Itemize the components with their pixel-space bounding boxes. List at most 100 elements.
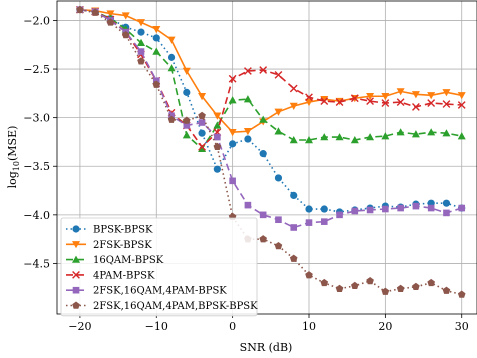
data-point (381, 93, 390, 101)
x-tick-label: −20 (68, 320, 91, 333)
data-point (320, 133, 329, 141)
data-point (458, 204, 466, 212)
data-point (442, 100, 451, 108)
data-point (351, 207, 359, 215)
data-point (397, 204, 404, 212)
legend-marker (72, 225, 80, 233)
data-point (412, 282, 420, 291)
data-point (167, 53, 176, 61)
data-point (106, 10, 115, 18)
x-tick-label: 20 (378, 320, 392, 333)
data-point (243, 95, 252, 103)
data-point (137, 19, 145, 27)
data-point (228, 129, 237, 137)
data-point (427, 278, 435, 287)
legend-marker (72, 255, 80, 263)
y-axis-title-rest: (MSE) (6, 126, 19, 161)
legend: BPSK-BPSK 2FSK-BPSK 16QAM-BPSK 4PAM-BPSK 2FS… (60, 217, 258, 317)
data-point (274, 108, 283, 116)
data-point (198, 144, 207, 152)
data-point (229, 140, 237, 148)
legend-marker (72, 286, 80, 294)
data-point (350, 94, 359, 103)
grid (57, 1, 477, 314)
data-point (305, 93, 313, 102)
data-point (320, 95, 329, 104)
data-point (289, 254, 298, 262)
data-point (244, 135, 252, 143)
series-layer (75, 5, 466, 298)
y-axis-title: log10(MSE) (6, 126, 21, 189)
data-point (198, 129, 206, 137)
legend-marker (72, 241, 80, 249)
data-point (137, 28, 145, 36)
data-point (259, 235, 267, 243)
data-point (243, 128, 252, 136)
data-point (320, 97, 329, 106)
data-point (244, 201, 252, 209)
data-point (366, 97, 374, 106)
data-point (442, 286, 451, 294)
data-point (152, 34, 160, 42)
y-tick-label: −4.0 (23, 209, 50, 222)
data-point (350, 136, 359, 144)
data-point (442, 199, 451, 207)
data-point (457, 132, 466, 140)
legend-label: 2FSK,16QAM,4PAM-BPSK (93, 286, 227, 297)
data-point (106, 18, 115, 26)
data-point (427, 92, 436, 100)
series-line (79, 8, 462, 229)
data-point (427, 204, 435, 212)
x-tick-label: 0 (229, 320, 236, 333)
y-axis-title-sub: 10 (12, 161, 21, 171)
data-point (351, 281, 359, 290)
legend-item: 2FSK,16QAM,4PAM-BPSK (66, 286, 227, 297)
data-point (213, 121, 222, 129)
data-point (182, 67, 191, 75)
data-point (152, 80, 161, 88)
data-point (457, 92, 466, 100)
data-point (198, 93, 207, 101)
data-point (76, 5, 84, 13)
data-point (121, 31, 130, 39)
x-tick-label: 10 (302, 320, 316, 333)
data-point (305, 205, 313, 213)
data-point (366, 133, 375, 141)
data-point (259, 66, 268, 74)
data-point (167, 64, 176, 72)
data-point (382, 205, 389, 213)
data-point (411, 91, 420, 99)
data-point (198, 119, 206, 126)
legend-label: BPSK-BPSK (93, 225, 153, 236)
data-point (244, 67, 252, 75)
data-point (182, 131, 191, 139)
data-point (214, 133, 221, 141)
legend-marker (72, 271, 80, 279)
legend-item: 2FSK,16QAM,4PAM,BPSK-BPSK (66, 301, 258, 312)
y-tick-label: −2.0 (23, 14, 50, 27)
legend-marker (72, 301, 80, 309)
data-point (229, 177, 236, 185)
data-point (183, 88, 191, 96)
data-point (289, 136, 298, 144)
legend-label: 2FSK-BPSK (93, 240, 152, 251)
data-point (366, 93, 375, 101)
data-point (274, 241, 283, 250)
series-5 (76, 5, 466, 298)
data-point (259, 115, 268, 123)
data-point (289, 102, 298, 110)
data-point (366, 206, 374, 214)
data-point (289, 84, 298, 93)
data-point (213, 165, 221, 173)
data-point (274, 174, 283, 182)
data-point (336, 211, 343, 219)
data-point (213, 112, 222, 120)
data-point (198, 142, 206, 151)
data-point (411, 130, 420, 138)
data-point (213, 142, 222, 151)
legend-item: BPSK-BPSK (66, 225, 153, 236)
data-point (443, 209, 450, 217)
y-tick-label: −4.5 (23, 257, 50, 270)
data-point (457, 290, 466, 298)
